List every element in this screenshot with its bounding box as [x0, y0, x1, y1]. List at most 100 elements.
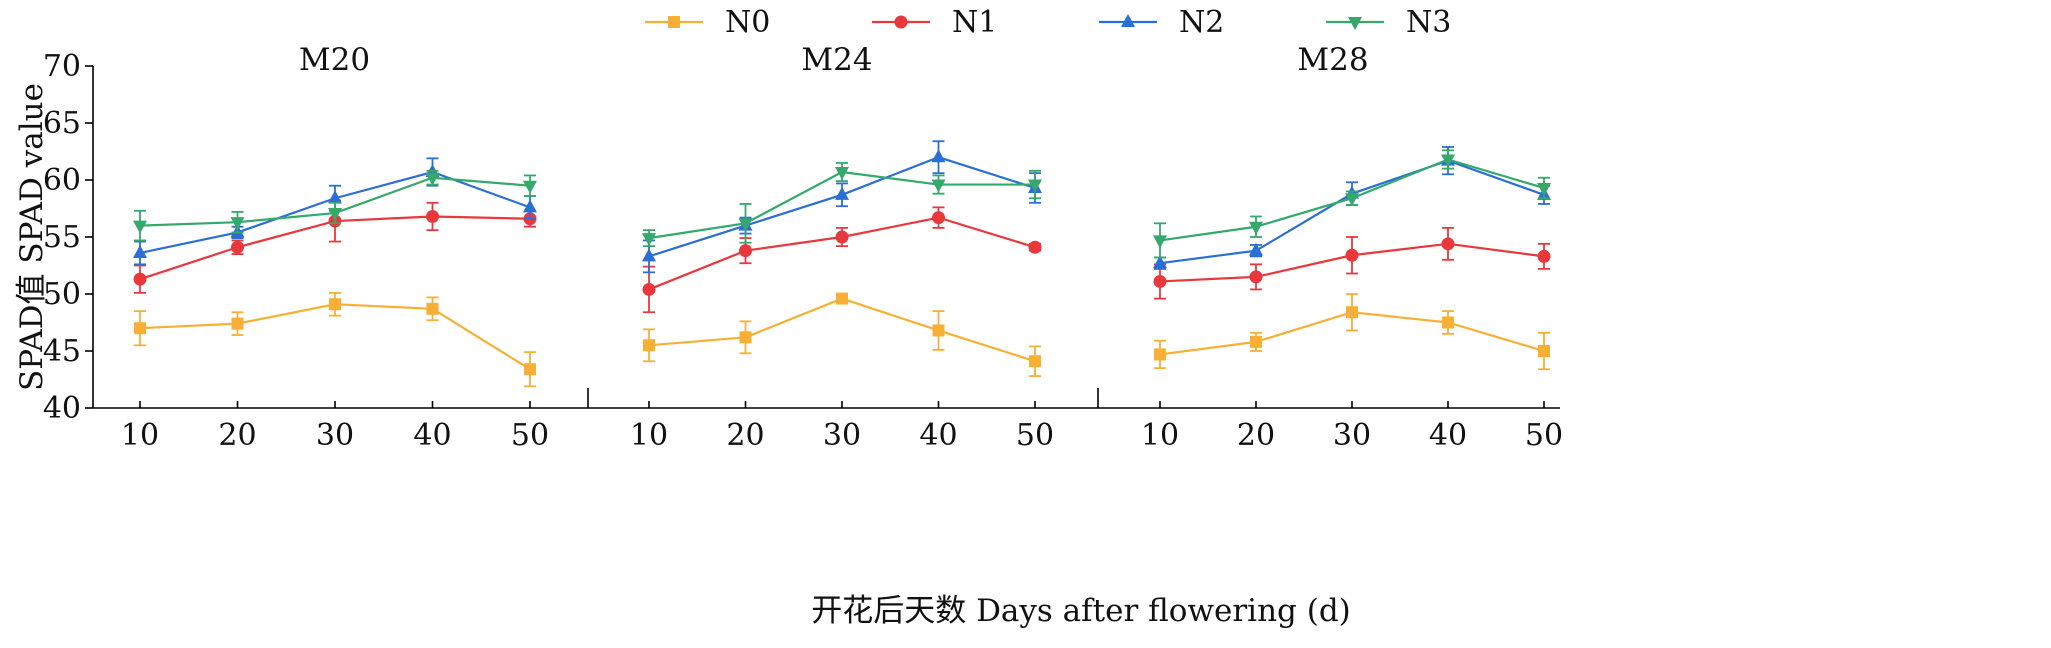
series-n0: [1154, 293, 1550, 371]
y-tick-label: 60: [43, 163, 81, 198]
legend-marker: [668, 16, 680, 28]
legend-label: N2: [1179, 5, 1224, 40]
legend-label: N3: [1406, 5, 1451, 40]
data-point: [231, 240, 244, 254]
legend-item-n3: N3: [1326, 5, 1451, 40]
data-point: [329, 298, 341, 311]
data-point: [643, 339, 655, 352]
data-point: [1538, 345, 1550, 357]
data-point: [231, 317, 244, 330]
x-tick-label: 50: [511, 418, 549, 453]
data-point: [133, 244, 147, 258]
data-point: [1249, 221, 1263, 235]
data-point: [524, 363, 536, 376]
data-point: [1153, 274, 1167, 288]
y-tick-label: 70: [43, 49, 81, 84]
data-point: [1153, 235, 1167, 249]
data-point: [835, 230, 849, 244]
series-n0: [643, 292, 1041, 377]
data-point: [1442, 316, 1454, 329]
data-point: [642, 233, 656, 247]
series-n3: [642, 161, 1042, 248]
data-point: [426, 302, 439, 315]
data-point: [835, 186, 849, 200]
data-point: [133, 272, 147, 286]
x-tick-label: 40: [1429, 418, 1467, 453]
data-point: [1346, 306, 1358, 319]
x-tick-label: 40: [919, 418, 957, 453]
data-point: [932, 211, 945, 225]
data-point: [1249, 270, 1263, 284]
y-tick-label: 40: [43, 391, 81, 426]
data-point: [739, 331, 752, 344]
legend-label: N1: [952, 5, 997, 40]
y-axis-title: SPAD值 SPAD value: [14, 83, 50, 391]
legend-marker: [1121, 14, 1135, 27]
legend-label: N0: [725, 5, 770, 40]
data-point: [932, 324, 945, 337]
data-point: [230, 217, 245, 231]
panels: M20 10 20 30 40 50 M24 10 20 30 40 50 M28 10 20 30 40 50: [121, 42, 1563, 453]
series-line: [648, 297, 1036, 363]
panel-m24: M24 10 20 30 40 50: [630, 42, 1054, 453]
data-point: [1345, 193, 1359, 207]
x-tick-label: 10: [630, 418, 668, 453]
data-point: [426, 209, 439, 223]
legend-marker: [894, 15, 908, 29]
data-point: [1537, 249, 1551, 263]
panel-m28: M28 10 20 30 40 50: [1141, 42, 1563, 453]
data-point: [523, 180, 537, 194]
data-point: [328, 190, 342, 204]
legend-marker: [1348, 17, 1362, 30]
data-point: [523, 199, 537, 213]
data-point: [134, 322, 146, 335]
x-tick-label: 30: [1333, 418, 1371, 453]
x-tick-label: 10: [121, 418, 159, 453]
panel-title: M20: [299, 42, 370, 78]
data-point: [1345, 248, 1359, 262]
y-tick-label: 50: [43, 277, 81, 312]
data-point: [1249, 242, 1263, 256]
y-tick-label: 45: [43, 334, 81, 369]
x-tick-label: 50: [1525, 418, 1563, 453]
data-point: [425, 172, 440, 186]
legend-item-n2: N2: [1099, 5, 1224, 40]
x-tick-label: 20: [218, 418, 256, 453]
data-point: [836, 292, 848, 305]
x-tick-label: 20: [726, 418, 764, 453]
series-n1: [642, 206, 1042, 314]
x-axis-title: 开花后天数 Days after flowering (d): [811, 593, 1351, 629]
x-tick-label: 20: [1237, 418, 1275, 453]
data-point: [642, 282, 656, 296]
data-point: [328, 208, 342, 222]
data-point: [1441, 154, 1455, 168]
series-n2: [642, 140, 1042, 274]
data-point: [1537, 182, 1551, 196]
x-tick-label: 30: [316, 418, 354, 453]
x-tick-label: 10: [1141, 418, 1179, 453]
data-point: [738, 218, 753, 232]
legend: N0 N1 N2 N3: [645, 5, 1451, 40]
data-point: [1154, 348, 1166, 361]
series-n0: [134, 291, 536, 388]
x-tick-label: 40: [413, 418, 451, 453]
data-point: [1441, 237, 1455, 251]
data-point: [739, 244, 752, 258]
data-point: [1028, 240, 1042, 254]
legend-item-n1: N1: [872, 5, 997, 40]
panel-title: M24: [801, 42, 872, 78]
x-tick-label: 30: [823, 418, 861, 453]
panel-title: M28: [1297, 42, 1368, 78]
series-n3: [1153, 149, 1551, 259]
series-n1: [1153, 226, 1551, 300]
data-point: [1153, 255, 1167, 269]
data-point: [931, 149, 946, 163]
data-point: [642, 248, 656, 262]
data-point: [835, 167, 849, 181]
data-point: [1029, 355, 1041, 368]
y-tick-label: 65: [43, 106, 81, 141]
legend-item-n0: N0: [645, 5, 770, 40]
data-point: [1028, 179, 1042, 193]
x-tick-label: 50: [1016, 418, 1054, 453]
